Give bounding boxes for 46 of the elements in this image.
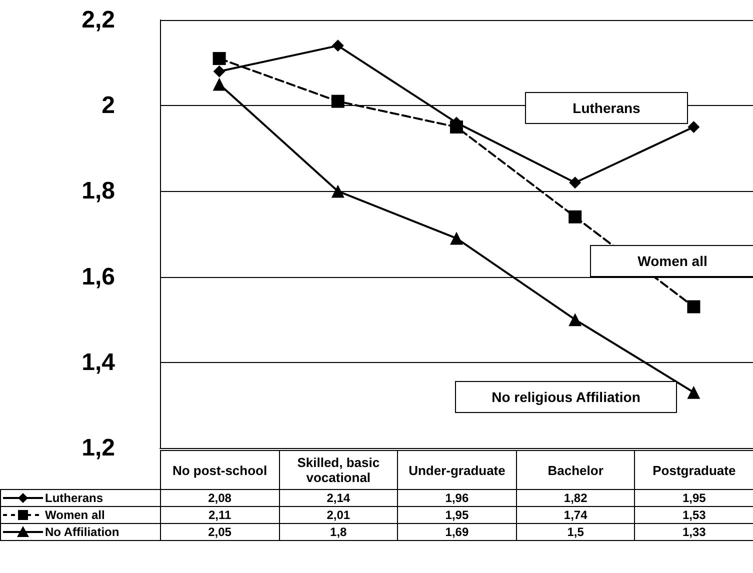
data-label: 1,95	[398, 506, 516, 524]
y-tick-label: 1,4	[82, 348, 116, 376]
data-label: 2,05	[160, 524, 280, 540]
note-box: Lutherans	[525, 92, 688, 124]
x-tick-label: No post-school	[160, 450, 280, 490]
x-tick-label: Skilled, basic vocational	[279, 450, 398, 490]
data-label: 1,96	[398, 490, 516, 506]
point	[688, 121, 700, 133]
data-label: 1,74	[516, 506, 635, 524]
legend-label: Lutherans	[45, 490, 104, 505]
point	[568, 313, 582, 326]
data-label: 2,08	[160, 490, 280, 506]
y-tick-label: 1,8	[82, 178, 115, 205]
point	[332, 40, 344, 52]
data-label: 1,53	[634, 506, 753, 524]
point	[212, 78, 226, 91]
data-label: 1,5	[516, 524, 635, 540]
y-tick-label: 2	[102, 92, 115, 120]
note-box: Women all	[590, 245, 753, 277]
data-label: 1,8	[279, 524, 398, 540]
note-box: No religious Affiliation	[455, 381, 677, 413]
point	[450, 232, 463, 245]
x-tick-label: Under-graduate	[398, 450, 516, 490]
x-tick-label: Bachelor	[516, 450, 635, 490]
legend-label: Women all	[45, 508, 105, 522]
data-label: 2,01	[279, 506, 398, 524]
point	[450, 120, 463, 134]
point	[569, 176, 582, 189]
legend-label: No Affiliation	[45, 524, 120, 539]
point	[687, 386, 700, 399]
data-label: 1,82	[516, 490, 635, 506]
y-tick-label: 1,6	[82, 263, 115, 290]
point	[213, 65, 226, 78]
point	[687, 300, 700, 314]
data-label: 1,69	[398, 524, 516, 540]
point	[331, 94, 344, 108]
point	[331, 184, 344, 198]
y-tick-label: 2,2	[82, 6, 115, 34]
data-label: 1,33	[634, 524, 753, 540]
data-label: 2,14	[279, 490, 398, 506]
x-tick-label: Postgraduate	[634, 450, 753, 490]
y-tick-label: 1,2	[82, 434, 115, 462]
data-label: 2,11	[160, 506, 280, 524]
point	[568, 210, 582, 224]
data-label: 1,95	[634, 490, 753, 506]
point	[212, 52, 226, 66]
